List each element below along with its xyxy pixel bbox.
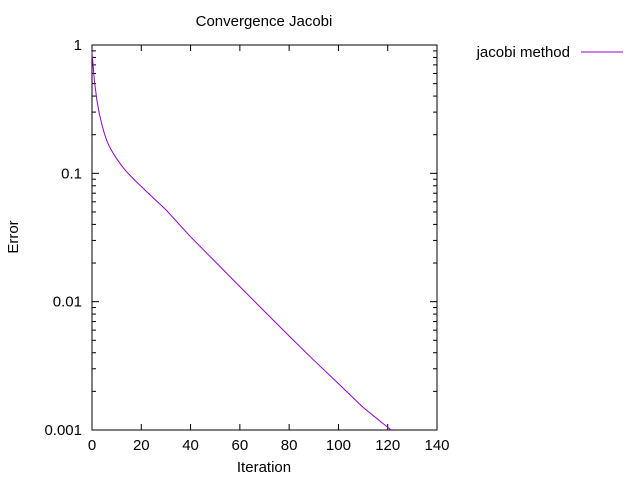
- y-axis-ticks: 0.001 0.01 0.1 1: [44, 37, 437, 439]
- x-tick-label: 20: [133, 437, 150, 454]
- x-tick-label: 60: [232, 437, 249, 454]
- x-tick-label: 0: [88, 437, 96, 454]
- x-tick-label: 40: [182, 437, 199, 454]
- x-tick-label: 120: [375, 437, 400, 454]
- series-line-jacobi-method: [91, 52, 392, 431]
- x-axis-label: Iteration: [237, 459, 291, 476]
- x-tick-label: 80: [281, 437, 298, 454]
- plot-area-frame: [91, 44, 438, 431]
- x-tick-label: 140: [424, 437, 449, 454]
- series-group: [91, 52, 392, 431]
- y-tick-label: 0.001: [44, 422, 82, 439]
- legend: jacobi method: [476, 44, 623, 61]
- x-tick-label: 100: [326, 437, 351, 454]
- y-tick-label: 0.01: [53, 294, 82, 311]
- chart-title: Convergence Jacobi: [196, 13, 333, 30]
- legend-label: jacobi method: [476, 44, 570, 61]
- x-axis-ticks: 0 20 40 60 80 100 120 140: [88, 45, 450, 454]
- y-tick-label: 0.1: [61, 165, 82, 182]
- y-axis-label: Error: [5, 220, 22, 253]
- y-tick-label: 1: [74, 37, 82, 54]
